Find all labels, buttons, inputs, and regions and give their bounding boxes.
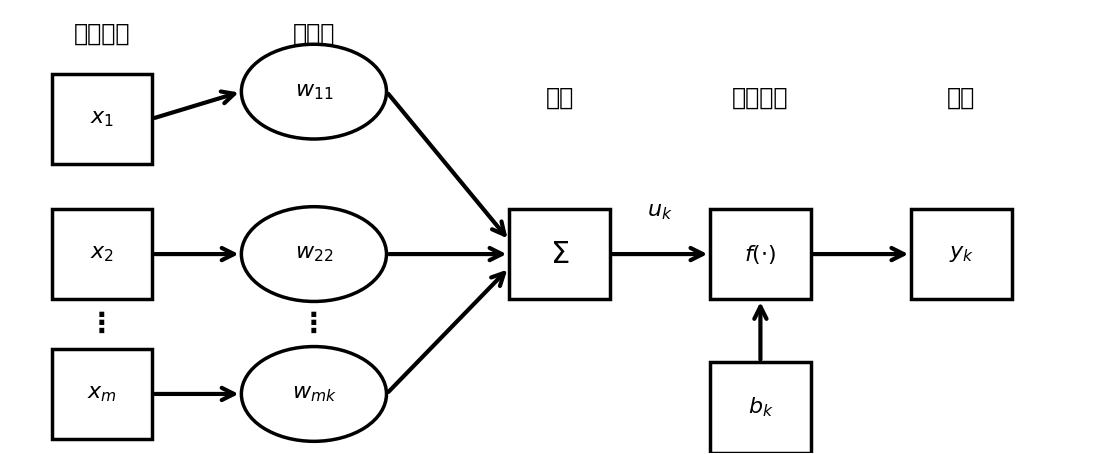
- FancyBboxPatch shape: [51, 74, 152, 164]
- Ellipse shape: [242, 346, 386, 441]
- Text: $y_k$: $y_k$: [949, 244, 974, 264]
- FancyBboxPatch shape: [509, 209, 610, 299]
- Text: 输出: 输出: [947, 86, 976, 110]
- Text: 激活函数: 激活函数: [732, 86, 789, 110]
- FancyBboxPatch shape: [711, 362, 810, 453]
- Text: 求和: 求和: [545, 86, 574, 110]
- Text: $w_{11}$: $w_{11}$: [294, 82, 333, 102]
- Text: $w_{mk}$: $w_{mk}$: [292, 384, 337, 404]
- FancyBboxPatch shape: [51, 209, 152, 299]
- FancyBboxPatch shape: [51, 349, 152, 439]
- Text: $b_k$: $b_k$: [747, 396, 773, 419]
- Text: $x_m$: $x_m$: [87, 384, 116, 404]
- Ellipse shape: [242, 207, 386, 301]
- Text: ⋮: ⋮: [300, 310, 328, 338]
- Text: $\Sigma$: $\Sigma$: [549, 240, 570, 269]
- Ellipse shape: [242, 44, 386, 139]
- FancyBboxPatch shape: [911, 209, 1012, 299]
- FancyBboxPatch shape: [711, 209, 810, 299]
- Text: $w_{22}$: $w_{22}$: [294, 244, 333, 264]
- Text: 连接权: 连接权: [293, 22, 335, 46]
- Text: 输入信号: 输入信号: [74, 22, 130, 46]
- Text: $x_1$: $x_1$: [90, 109, 114, 128]
- Text: $u_k$: $u_k$: [647, 202, 673, 222]
- Text: $f(\cdot)$: $f(\cdot)$: [744, 242, 777, 266]
- Text: $x_2$: $x_2$: [90, 244, 114, 264]
- Text: ⋮: ⋮: [88, 310, 115, 338]
